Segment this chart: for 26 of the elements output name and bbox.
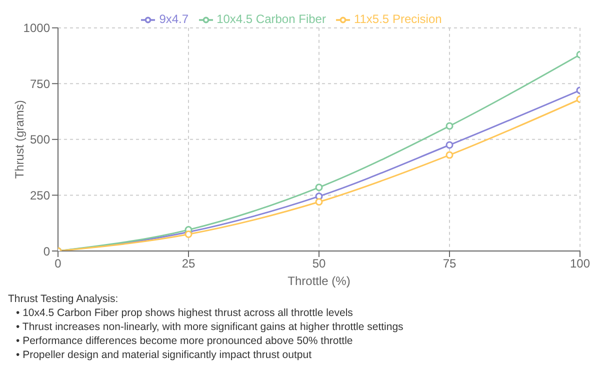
x-tick-label: 50 (312, 256, 326, 271)
text: • Performance differences become more pronounced above 50% throttle (16, 334, 354, 348)
text: • Propeller design and material significantly impact thrust output (16, 348, 312, 362)
x-tick-label: 75 (442, 256, 456, 271)
legend-label: 10x4.5 Carbon Fiber (216, 12, 326, 26)
point (315, 184, 323, 192)
y-tick-label: 0 (43, 244, 50, 258)
point (446, 151, 454, 159)
point (446, 141, 454, 149)
x-tick-label: 0 (54, 256, 62, 271)
point (184, 230, 192, 238)
legend-label: 11x5.5 Precision (354, 12, 442, 26)
text: Thrust Testing Analysis: (8, 292, 120, 306)
legend-label: 9x4.7 (159, 12, 189, 26)
x-tick-label: 100 (570, 256, 590, 271)
x-tick-label: 25 (182, 256, 196, 271)
x-axis-title: Throttle (%) (288, 274, 350, 288)
point (315, 198, 323, 206)
y-tick-label: 500 (30, 132, 50, 147)
point (446, 122, 454, 130)
y-tick-label: 750 (30, 76, 50, 91)
y-tick-label: 1000 (23, 21, 50, 36)
text: • 10x4.5 Carbon Fiber prop shows highest thrust across all throttle levels (16, 306, 354, 320)
y-tick-label: 250 (30, 188, 50, 202)
y-axis-title: Thrust (grams) (12, 100, 26, 179)
text: • Thrust increases non-linearly, with more significant gains at higher throttle settings (16, 320, 404, 334)
